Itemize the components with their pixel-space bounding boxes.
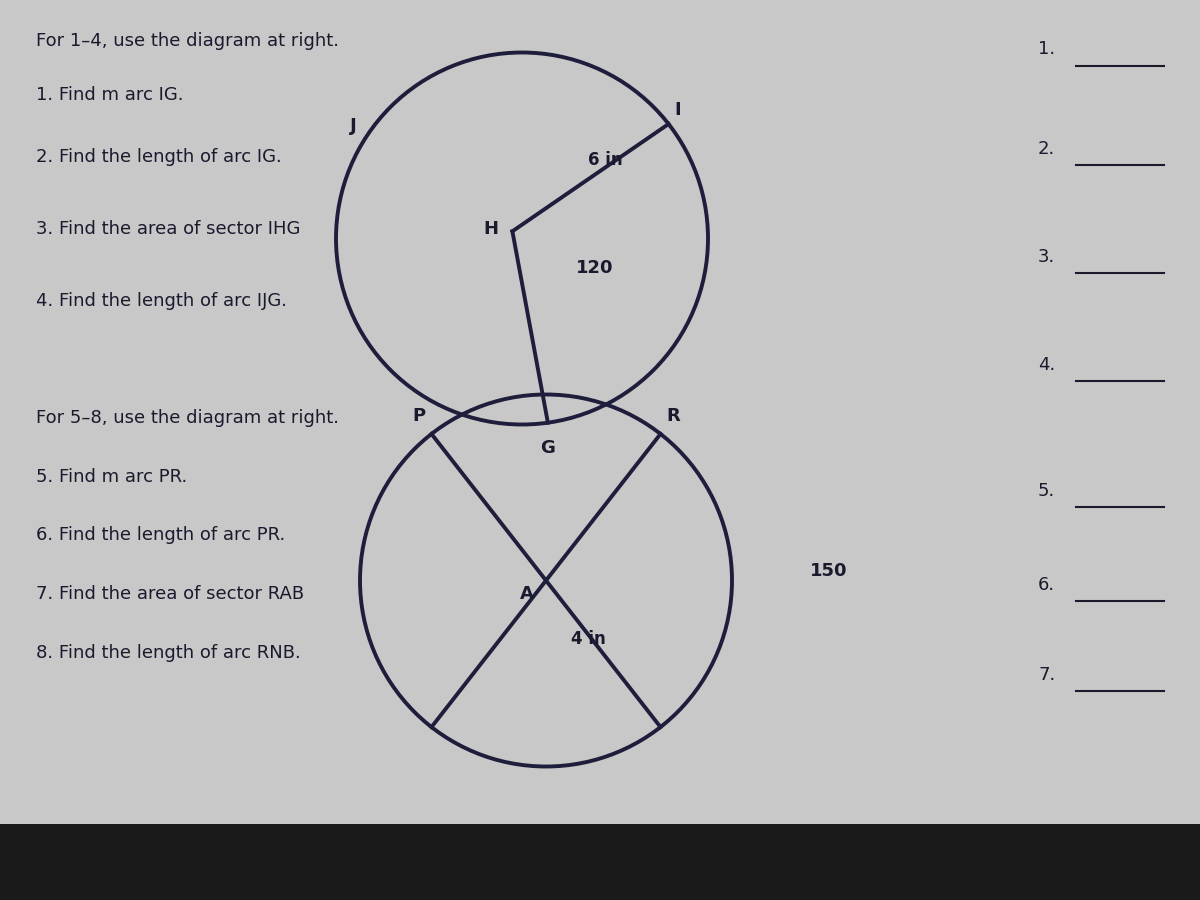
Text: P: P: [413, 407, 426, 425]
Text: 150: 150: [810, 562, 847, 580]
Text: 4 in: 4 in: [571, 630, 605, 648]
Text: For 1–4, use the diagram at right.: For 1–4, use the diagram at right.: [36, 32, 340, 50]
Text: 1. Find m arc IG.: 1. Find m arc IG.: [36, 86, 184, 104]
Text: 5.: 5.: [1038, 482, 1055, 500]
Text: 1.: 1.: [1038, 40, 1055, 58]
Text: 6. Find the length of arc PR.: 6. Find the length of arc PR.: [36, 526, 286, 544]
Text: 8. Find the length of arc RNB.: 8. Find the length of arc RNB.: [36, 644, 301, 662]
Text: For 5–8, use the diagram at right.: For 5–8, use the diagram at right.: [36, 410, 340, 427]
Text: R: R: [666, 407, 680, 425]
Text: A: A: [520, 585, 534, 603]
Text: J: J: [350, 117, 358, 135]
Text: 2.: 2.: [1038, 140, 1055, 158]
Text: 3.: 3.: [1038, 248, 1055, 266]
Text: 3. Find the area of sector IHG: 3. Find the area of sector IHG: [36, 220, 300, 238]
Text: 7. Find the area of sector RAB: 7. Find the area of sector RAB: [36, 585, 304, 603]
Text: I: I: [674, 102, 682, 120]
Text: 2. Find the length of arc IG.: 2. Find the length of arc IG.: [36, 148, 282, 166]
Text: 4. Find the length of arc IJG.: 4. Find the length of arc IJG.: [36, 292, 287, 310]
Text: G: G: [540, 439, 556, 457]
Text: 120: 120: [576, 259, 613, 277]
Text: H: H: [482, 220, 498, 238]
Text: 7.: 7.: [1038, 666, 1055, 684]
Text: 6.: 6.: [1038, 576, 1055, 594]
Text: 6 in: 6 in: [588, 150, 622, 168]
Text: 4.: 4.: [1038, 356, 1055, 373]
Bar: [0, 824, 1200, 900]
Text: 5. Find m arc PR.: 5. Find m arc PR.: [36, 468, 187, 486]
